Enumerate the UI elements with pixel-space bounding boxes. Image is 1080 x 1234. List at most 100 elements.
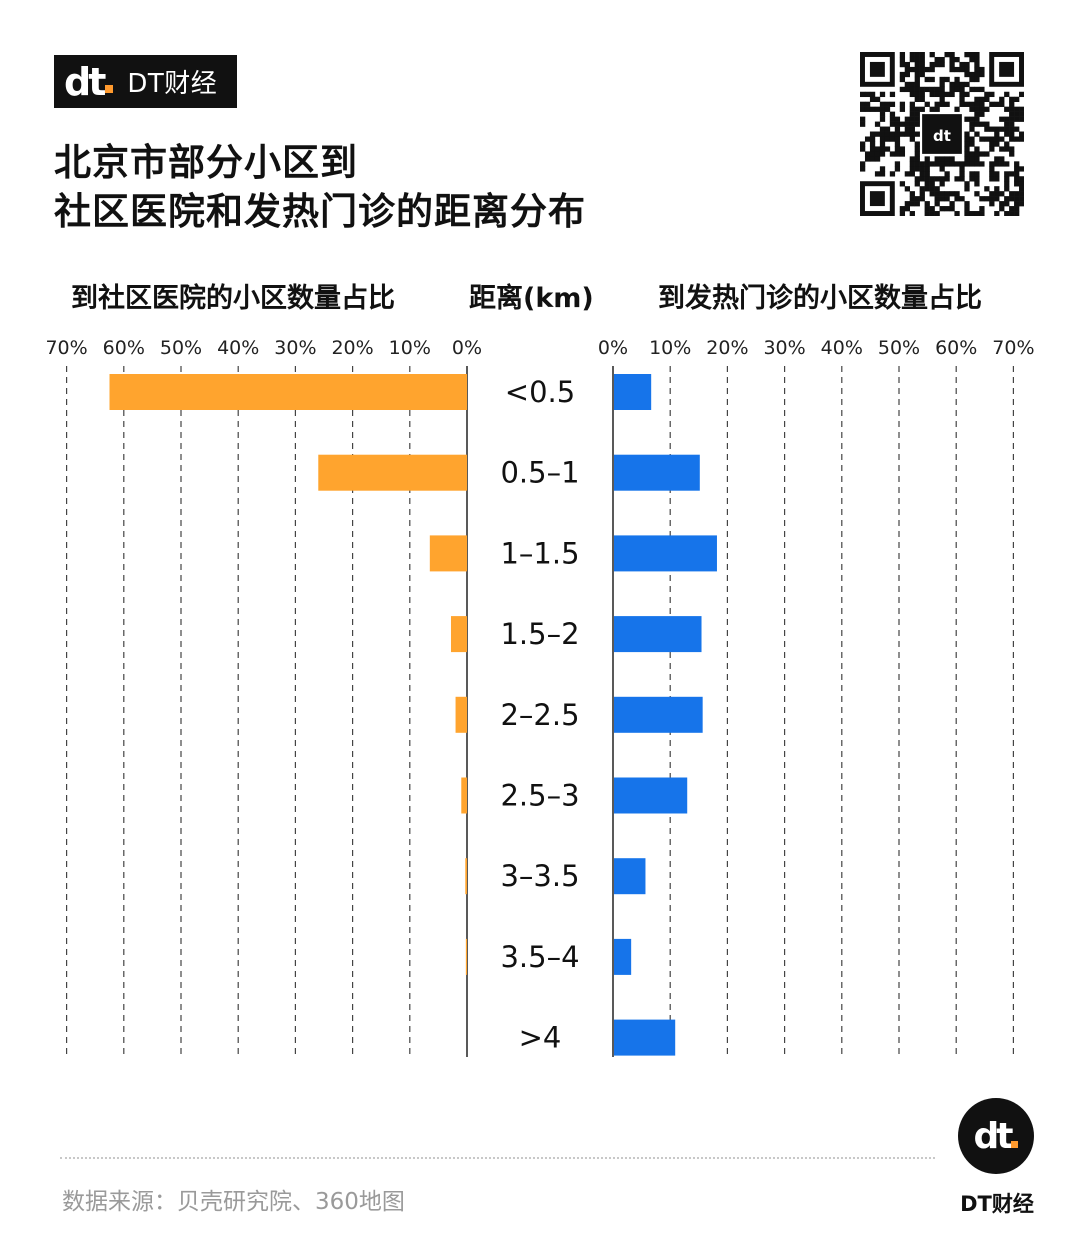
qr-module xyxy=(984,196,990,202)
qr-module xyxy=(979,66,985,73)
qr-module xyxy=(874,131,881,137)
qr-module xyxy=(899,106,906,112)
qr-module xyxy=(899,86,906,93)
qr-module xyxy=(1014,176,1020,182)
qr-module xyxy=(919,91,925,98)
qr-module xyxy=(909,116,915,122)
qr-module xyxy=(924,156,930,162)
left-tick-label: 70% xyxy=(45,337,87,359)
qr-module xyxy=(894,121,901,127)
qr-module xyxy=(874,151,881,157)
qr-module xyxy=(879,126,886,132)
qr-module xyxy=(964,151,970,157)
qr-module xyxy=(894,131,901,137)
qr-module xyxy=(1014,161,1020,167)
qr-module xyxy=(939,81,945,88)
qr-module xyxy=(919,61,925,68)
qr-module xyxy=(1019,196,1024,202)
qr-module xyxy=(939,86,945,93)
qr-module xyxy=(974,56,980,63)
qr-module xyxy=(929,52,935,58)
qr-module xyxy=(1004,196,1010,202)
qr-module xyxy=(989,196,995,202)
qr-module xyxy=(989,141,995,147)
qr-module xyxy=(909,111,915,117)
qr-module xyxy=(929,191,935,197)
qr-module xyxy=(944,156,950,162)
qr-module xyxy=(919,52,925,58)
qr-module xyxy=(954,106,960,112)
qr-module xyxy=(924,66,930,73)
qr-module xyxy=(884,101,891,107)
butterfly-bar-chart: 70% 70% 60% 60% 50% 50% 40% 40% 30% 30% 20% 20% 10% 1… xyxy=(45,337,1035,1057)
qr-module xyxy=(1019,176,1024,182)
qr-module xyxy=(914,52,920,58)
qr-module xyxy=(1004,91,1010,98)
qr-module xyxy=(879,131,886,137)
qr-module xyxy=(1014,111,1020,117)
qr-module xyxy=(954,191,960,197)
right-bar xyxy=(614,938,632,975)
qr-module xyxy=(909,131,915,137)
qr-module xyxy=(894,116,901,122)
qr-module xyxy=(979,121,985,127)
qr-module xyxy=(1004,211,1010,216)
qr-module xyxy=(904,61,910,68)
qr-module xyxy=(924,176,930,182)
qr-module xyxy=(1019,116,1024,122)
qr-module xyxy=(914,196,920,202)
footer-logo-text: dt xyxy=(973,1115,1014,1157)
qr-module xyxy=(929,76,935,83)
qr-module xyxy=(969,52,975,58)
qr-module xyxy=(909,126,915,132)
qr-module xyxy=(1019,166,1024,172)
qr-module xyxy=(994,176,1000,182)
qr-finder-inner xyxy=(869,61,885,77)
qr-module xyxy=(919,186,925,192)
qr-module xyxy=(989,126,995,132)
qr-module xyxy=(939,101,945,107)
qr-module xyxy=(1009,146,1015,152)
qr-module xyxy=(914,76,920,83)
qr-module xyxy=(949,91,955,98)
qr-module xyxy=(899,181,906,187)
right-tick-label: 70% xyxy=(992,337,1034,359)
qr-module xyxy=(879,141,886,147)
left-tick-label: 30% xyxy=(274,337,316,359)
qr-module xyxy=(1009,151,1015,157)
qr-module xyxy=(1004,121,1010,127)
logo-dot xyxy=(105,84,114,93)
qr-module xyxy=(899,101,906,107)
qr-module xyxy=(1009,136,1015,142)
qr-module xyxy=(934,156,940,162)
qr-module xyxy=(959,66,965,73)
qr-module xyxy=(884,131,891,137)
qr-module xyxy=(1014,126,1020,132)
qr-module xyxy=(869,156,876,162)
left-tick-label: 20% xyxy=(331,337,373,359)
qr-module xyxy=(924,201,930,207)
qr-module xyxy=(904,71,910,78)
qr-module xyxy=(939,56,945,63)
qr-module xyxy=(944,101,950,107)
qr-module xyxy=(1014,136,1020,142)
qr-module xyxy=(974,181,980,187)
qr-module xyxy=(959,171,965,177)
qr-module xyxy=(989,146,995,152)
qr-module xyxy=(914,141,920,147)
qr-module xyxy=(1009,126,1015,132)
qr-module xyxy=(869,151,876,157)
qr-module xyxy=(944,91,950,98)
qr-module xyxy=(964,52,970,58)
qr-module xyxy=(914,111,920,117)
qr-module xyxy=(899,71,906,78)
qr-module xyxy=(899,211,906,216)
category-axis-header: 距离(km) xyxy=(469,283,594,314)
qr-module xyxy=(939,206,945,212)
qr-module xyxy=(904,186,910,192)
qr-module xyxy=(994,161,1000,167)
qr-module xyxy=(864,91,871,98)
qr-module xyxy=(974,121,980,127)
qr-module xyxy=(989,171,995,177)
qr-module xyxy=(909,121,915,127)
